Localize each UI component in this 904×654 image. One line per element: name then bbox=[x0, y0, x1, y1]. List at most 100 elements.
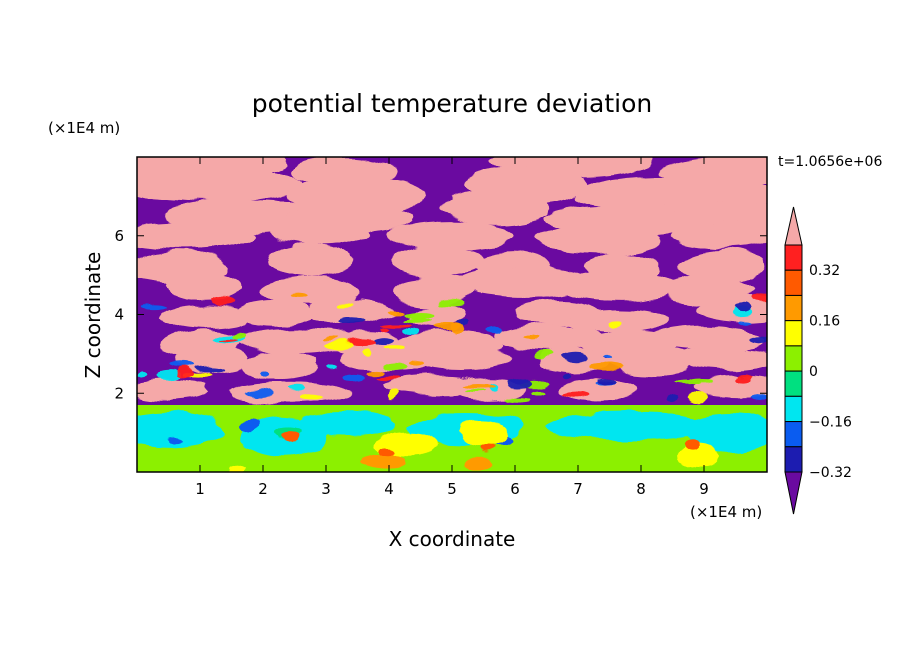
eddy-spot bbox=[506, 377, 532, 388]
eddy-spot bbox=[409, 359, 426, 365]
eddy-spot bbox=[486, 326, 503, 335]
lower-patch bbox=[458, 418, 509, 447]
eddy-spot bbox=[503, 397, 531, 402]
x-axis-label: X coordinate bbox=[389, 527, 516, 551]
eddy-spot bbox=[137, 372, 145, 379]
y-unit-label: (×1E4 m) bbox=[48, 119, 120, 137]
eddy-spot bbox=[451, 324, 467, 335]
warm-band bbox=[394, 275, 476, 305]
warm-band bbox=[661, 275, 753, 304]
warm-band bbox=[235, 300, 313, 326]
colorbar-box bbox=[784, 395, 803, 423]
x-tick-label: 2 bbox=[258, 480, 268, 498]
warm-band bbox=[137, 378, 209, 401]
eddy-spot bbox=[588, 363, 619, 371]
eddy-spot bbox=[463, 384, 495, 390]
lower-patch bbox=[682, 439, 701, 450]
warm-band bbox=[386, 221, 514, 250]
eddy-spot bbox=[195, 364, 225, 372]
colorbar-tick-label: 0.16 bbox=[809, 314, 840, 330]
colorbar-tick-label: 0 bbox=[809, 364, 818, 380]
eddy-spot bbox=[337, 317, 367, 326]
warm-band bbox=[308, 299, 395, 325]
warm-band bbox=[495, 323, 602, 351]
eddy-spot bbox=[401, 328, 419, 336]
eddy-spot bbox=[563, 353, 590, 363]
colorbar-box bbox=[784, 421, 803, 448]
eddy-spot bbox=[738, 375, 754, 382]
colorbar-box bbox=[784, 345, 803, 372]
eddy-spot bbox=[326, 364, 337, 369]
eddy-spot bbox=[731, 303, 751, 312]
warm-band bbox=[236, 328, 355, 356]
y-tick-label: 2 bbox=[114, 384, 124, 402]
eddy-spot bbox=[219, 340, 238, 345]
lower-patch bbox=[360, 452, 405, 472]
lower-patch bbox=[294, 410, 396, 439]
eddy-spot bbox=[532, 352, 555, 358]
eddy-spot bbox=[337, 301, 352, 306]
lower-patch bbox=[381, 446, 397, 455]
warm-band bbox=[668, 220, 767, 250]
eddy-spot bbox=[322, 336, 338, 340]
eddy-spot bbox=[168, 361, 196, 368]
eddy-spot bbox=[366, 370, 384, 377]
lower-patch bbox=[482, 444, 498, 453]
x-tick-label: 4 bbox=[384, 480, 394, 498]
warm-band bbox=[693, 376, 767, 398]
y-tick-label: 4 bbox=[114, 306, 124, 324]
eddy-spot bbox=[521, 334, 540, 339]
eddy-spot bbox=[138, 303, 168, 310]
warm-band bbox=[160, 304, 253, 330]
eddy-spot bbox=[377, 376, 401, 381]
x-tick-label: 1 bbox=[195, 480, 205, 498]
warm-band bbox=[240, 353, 319, 379]
eddy-spot bbox=[436, 299, 465, 305]
eddy-spot bbox=[382, 323, 412, 329]
eddy-spot bbox=[749, 394, 767, 401]
eddy-spot bbox=[606, 353, 615, 358]
x-tick-label: 6 bbox=[510, 480, 520, 498]
colorbar-tick-label: −0.32 bbox=[809, 465, 852, 481]
warm-band bbox=[536, 224, 661, 254]
warm-band bbox=[391, 245, 485, 278]
warm-band bbox=[458, 269, 589, 298]
eddy-spot bbox=[362, 349, 372, 359]
eddy-spot bbox=[749, 294, 767, 304]
eddy-spot bbox=[383, 346, 407, 350]
x-tick-label: 8 bbox=[636, 480, 646, 498]
y-axis-label: Z coordinate bbox=[81, 252, 105, 379]
colorbar-box bbox=[784, 370, 803, 397]
eddy-spot bbox=[402, 316, 431, 323]
x-tick-label: 3 bbox=[321, 480, 331, 498]
eddy-spot bbox=[175, 367, 194, 377]
warm-band bbox=[270, 217, 369, 247]
eddy-spot bbox=[346, 339, 375, 346]
eddy-spot bbox=[386, 390, 397, 401]
mid-level-eddies bbox=[137, 292, 767, 403]
warm-band bbox=[605, 348, 695, 374]
lower-patch bbox=[137, 412, 226, 449]
eddy-spot bbox=[690, 393, 710, 402]
eddy-spot bbox=[244, 388, 271, 397]
lower-patch bbox=[546, 412, 711, 441]
lower-patch bbox=[240, 418, 260, 431]
eddy-spot bbox=[292, 292, 310, 298]
x-tick-label: 9 bbox=[699, 480, 709, 498]
eddy-spot bbox=[562, 373, 572, 380]
y-axis-ticks: 2 4 6 bbox=[114, 227, 767, 402]
warm-band bbox=[648, 324, 762, 352]
lower-patch bbox=[685, 412, 767, 453]
colorbar-box bbox=[784, 294, 803, 322]
eddy-spot bbox=[382, 361, 409, 372]
eddy-spot bbox=[401, 308, 432, 317]
warm-band bbox=[137, 222, 254, 251]
time-label: t=1.0656e+06 bbox=[778, 154, 882, 170]
x-unit-label: (×1E4 m) bbox=[690, 503, 762, 521]
eddy-spot bbox=[387, 307, 401, 315]
plot-area bbox=[137, 157, 767, 472]
eddy-spot bbox=[463, 390, 486, 394]
lower-layer-patches bbox=[137, 410, 767, 472]
colorbar-tick-label: 0.32 bbox=[809, 263, 840, 279]
